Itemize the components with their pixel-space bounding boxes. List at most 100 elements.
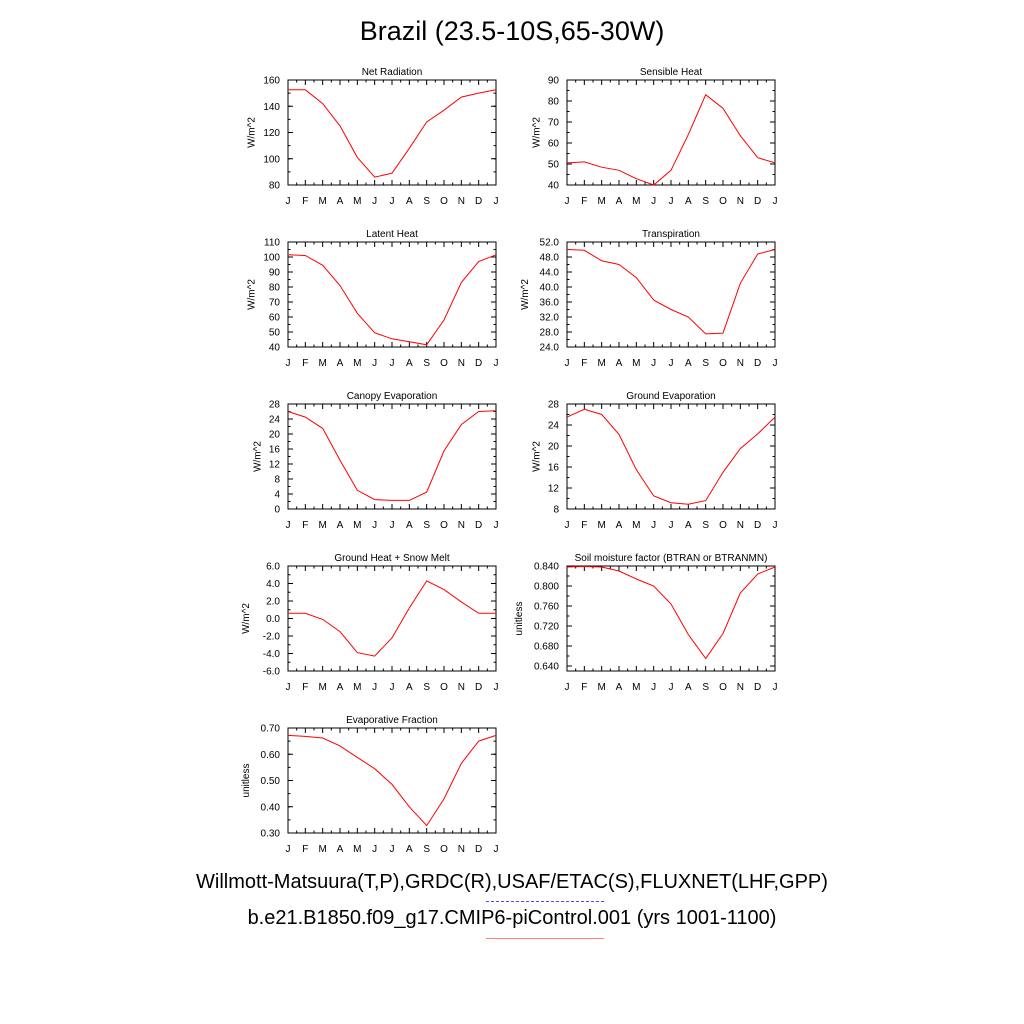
x-tick-label: J — [390, 358, 395, 369]
x-tick-label: J — [286, 844, 291, 855]
y-tick-label: 0.0 — [266, 614, 280, 625]
x-tick-label: J — [390, 196, 395, 207]
y-tick-label: 50 — [548, 160, 560, 171]
x-tick-label: A — [337, 358, 344, 369]
x-tick-label: J — [565, 358, 570, 369]
x-tick-label: J — [773, 358, 778, 369]
x-tick-label: J — [390, 520, 395, 531]
x-tick-label: M — [632, 520, 640, 531]
x-tick-label: D — [475, 682, 482, 693]
x-tick-label: D — [754, 520, 761, 531]
y-tick-label: 20 — [548, 442, 560, 453]
x-tick-label: A — [337, 682, 344, 693]
panel-8: J F M A M J J A S O N D J0.6400.6800.7200.7600.8000.… — [514, 553, 778, 693]
x-tick-label: J — [669, 196, 674, 207]
x-tick-label: N — [737, 520, 744, 531]
x-tick-label: N — [737, 358, 744, 369]
x-tick-label: A — [685, 196, 692, 207]
x-tick-label: J — [494, 358, 499, 369]
y-tick-label: 24 — [269, 415, 281, 426]
x-tick-label: M — [597, 358, 605, 369]
x-tick-label: N — [458, 844, 465, 855]
x-tick-label: J — [565, 520, 570, 531]
y-tick-label: 40 — [548, 181, 560, 192]
y-tick-label: 0.720 — [534, 622, 559, 633]
panel-title: Sensible Heat — [640, 67, 702, 78]
y-tick-label: 12 — [548, 484, 560, 495]
x-tick-label: M — [318, 844, 326, 855]
x-tick-label: A — [337, 520, 344, 531]
y-tick-label: 0.50 — [261, 776, 281, 787]
x-tick-label: N — [458, 196, 465, 207]
x-tick-label: M — [597, 682, 605, 693]
y-axis-label: W/m^2 — [241, 603, 252, 634]
x-tick-label: J — [565, 196, 570, 207]
x-tick-label: J — [669, 358, 674, 369]
y-tick-label: 48.0 — [540, 253, 560, 264]
x-tick-label: F — [302, 844, 308, 855]
panel-9: J F M A M J J A S O N D J0.300.400.500.600.70Evapora… — [241, 715, 499, 855]
y-tick-label: 160 — [263, 76, 280, 87]
series-line — [288, 89, 497, 178]
x-tick-label: D — [475, 520, 482, 531]
x-tick-label: A — [616, 520, 623, 531]
x-tick-label: J — [390, 844, 395, 855]
y-tick-label: 60 — [548, 139, 560, 150]
x-tick-label: J — [494, 682, 499, 693]
x-tick-label: S — [423, 844, 430, 855]
x-tick-label: F — [302, 358, 308, 369]
x-tick-label: J — [286, 682, 291, 693]
x-tick-label: A — [406, 358, 413, 369]
x-tick-label: A — [337, 196, 344, 207]
y-tick-label: 140 — [263, 102, 280, 113]
x-tick-label: O — [440, 520, 448, 531]
y-tick-label: 80 — [269, 283, 281, 294]
x-tick-label: D — [754, 682, 761, 693]
y-tick-label: 0.760 — [534, 602, 559, 613]
x-tick-label: J — [773, 682, 778, 693]
x-tick-label: M — [353, 196, 361, 207]
y-tick-label: 0.40 — [261, 802, 281, 813]
plot-frame — [566, 241, 776, 348]
x-tick-label: M — [318, 682, 326, 693]
x-tick-label: S — [423, 520, 430, 531]
y-axis-label: W/m^2 — [247, 279, 258, 310]
x-tick-label: M — [318, 520, 326, 531]
y-tick-label: 90 — [269, 268, 281, 279]
x-tick-label: M — [597, 196, 605, 207]
x-tick-label: D — [754, 196, 761, 207]
series-line — [287, 734, 497, 827]
x-tick-label: A — [685, 520, 692, 531]
x-tick-label: S — [423, 196, 430, 207]
panel-title: Transpiration — [642, 229, 700, 240]
y-tick-label: 8 — [553, 505, 559, 516]
y-tick-label: 8 — [274, 475, 280, 486]
x-tick-label: S — [702, 358, 709, 369]
x-tick-label: S — [702, 682, 709, 693]
series-line — [288, 580, 496, 657]
x-tick-label: A — [616, 682, 623, 693]
x-tick-label: N — [458, 358, 465, 369]
panel-title: Evaporative Fraction — [346, 715, 438, 726]
x-tick-label: D — [475, 196, 482, 207]
y-axis-label: W/m^2 — [520, 279, 531, 310]
x-tick-label: M — [632, 358, 640, 369]
x-tick-label: A — [616, 196, 623, 207]
panel-title: Soil moisture factor (BTRAN or BTRANMN) — [575, 553, 768, 564]
y-tick-label: 24 — [548, 421, 560, 432]
y-axis-label: W/m^2 — [531, 117, 542, 148]
x-tick-label: O — [719, 196, 727, 207]
x-tick-label: A — [406, 844, 413, 855]
x-tick-label: O — [440, 682, 448, 693]
y-tick-label: 52.0 — [540, 238, 560, 249]
y-tick-label: 0 — [274, 505, 280, 516]
x-tick-label: O — [440, 844, 448, 855]
x-tick-label: M — [632, 682, 640, 693]
x-tick-label: M — [632, 196, 640, 207]
x-tick-label: F — [581, 682, 587, 693]
y-tick-label: 60 — [269, 313, 281, 324]
y-tick-label: 32.0 — [540, 313, 560, 324]
